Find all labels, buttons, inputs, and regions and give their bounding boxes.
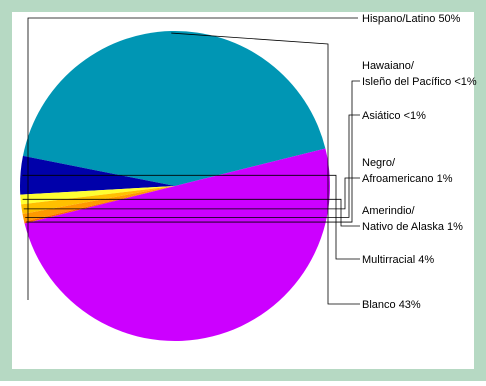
pie-slice (22, 186, 176, 222)
slice-label: Isleño del Pacífico <1% (362, 76, 477, 88)
pie-slice (21, 186, 175, 214)
slice-label: Hawaiano/ (362, 60, 415, 72)
slice-label: Hispano/Latino 50% (362, 13, 461, 25)
leader-line (23, 177, 360, 210)
slice-label: Asiático <1% (362, 110, 426, 122)
leader-line (25, 114, 360, 218)
leader-line (171, 32, 360, 305)
leader-line (27, 17, 358, 300)
slice-label: Blanco 43% (362, 299, 421, 311)
leader-line (22, 198, 360, 227)
leader-lines (22, 17, 360, 305)
slice-label: Amerindio/ (362, 205, 416, 217)
slice-label: Multirracial 4% (362, 254, 434, 266)
slice-label: Negro/ (362, 157, 396, 169)
pie-slice (22, 31, 326, 187)
slice-labels: Blanco 43% Multirracial 4% Amerindio/Nativ… (362, 13, 477, 311)
slice-label: Afroamericano 1% (362, 173, 453, 185)
pie-slice (24, 186, 175, 224)
pie-slice (20, 186, 175, 205)
leader-line (26, 80, 360, 223)
pie-slices (20, 31, 331, 341)
slice-label: Nativo de Alaska 1% (362, 221, 463, 233)
pie-slice (24, 148, 331, 341)
